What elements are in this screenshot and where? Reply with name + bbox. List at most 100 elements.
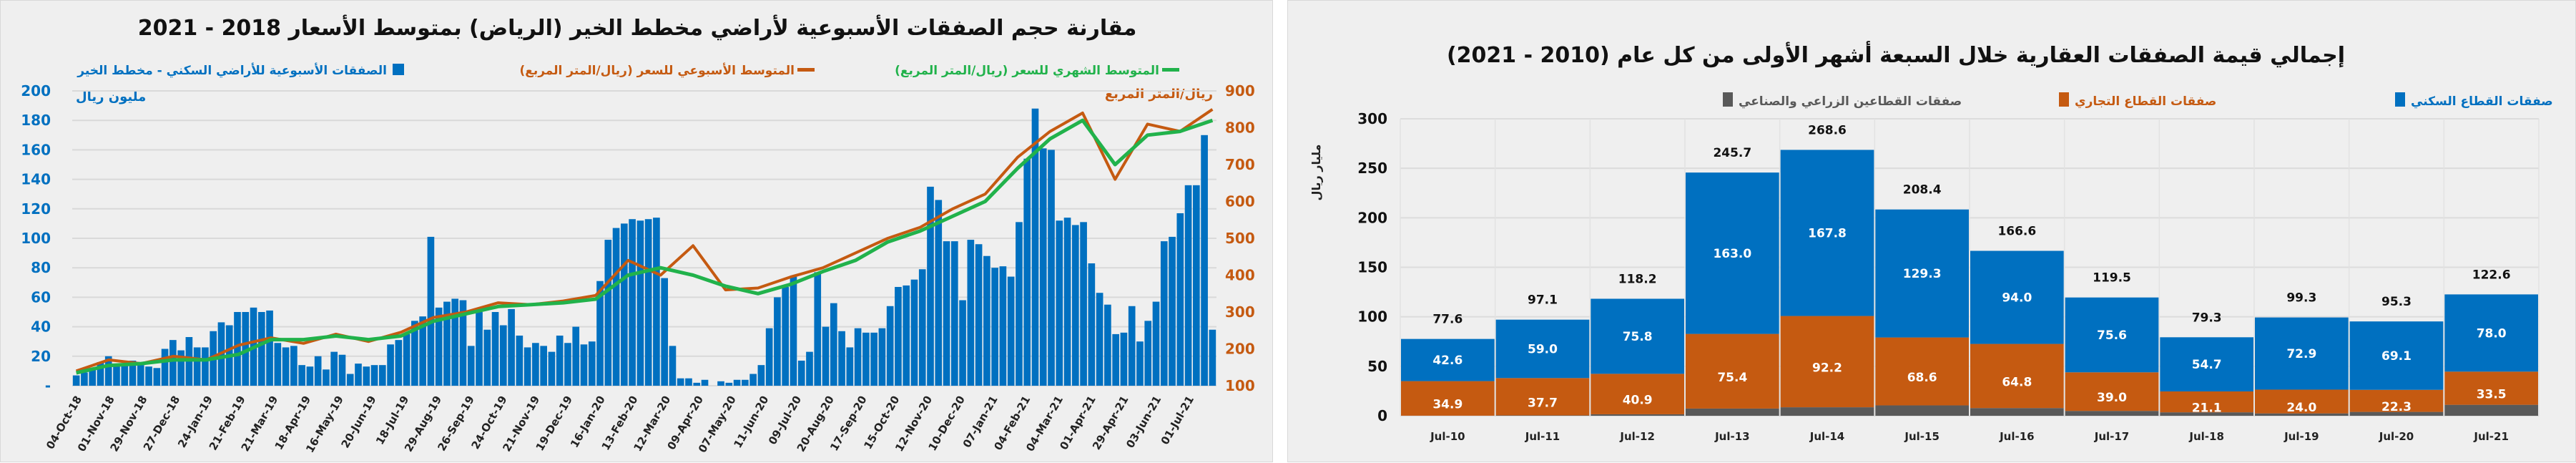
weekly-deal-bar	[532, 343, 539, 386]
left-tick-label: 100	[21, 230, 51, 247]
weekly-deal-bar	[951, 241, 958, 386]
weekly-deal-bar	[540, 346, 547, 386]
right-tick-label: 600	[1225, 193, 1255, 210]
weekly-deal-bar	[645, 219, 652, 386]
legend-label: صفقات القطاعين الزراعي والصناعي	[1739, 94, 1962, 109]
weekly-deal-bar	[162, 349, 169, 386]
weekly-deal-bar	[113, 365, 120, 386]
weekly-deal-bar	[774, 297, 781, 386]
x-tick-label: Jul-12	[1619, 430, 1655, 443]
weekly-deal-bar	[355, 364, 362, 386]
weekly-deal-bar	[274, 343, 281, 386]
weekly-deal-bar	[734, 380, 741, 386]
weekly-deal-bar	[81, 372, 88, 386]
x-tick-label: Jul-15	[1904, 430, 1940, 443]
annual-deals-chart: إجمالي قيمة الصفقات العقارية خلال السبعة…	[1287, 0, 2576, 462]
right-tick-label: 200	[1225, 341, 1255, 358]
weekly-deal-bar	[830, 303, 837, 386]
weekly-deal-bar	[838, 331, 845, 386]
segment-value-label: 75.4	[1717, 371, 1747, 385]
weekly-deal-bar	[919, 269, 926, 386]
segment-value-label: 92.2	[1812, 361, 1842, 375]
weekly-deal-bar	[661, 278, 668, 386]
segment-value-label: 129.3	[1903, 267, 1942, 281]
weekly-deal-bar	[1209, 330, 1216, 386]
weekly-deal-bar	[822, 327, 830, 386]
right-tick-label: 900	[1225, 82, 1255, 99]
weekly-deal-bar	[766, 328, 773, 386]
weekly-deal-bar	[879, 328, 886, 386]
x-tick-label: Jul-20	[2379, 430, 2414, 443]
legend-label: صفقات القطاع التجاري	[2075, 94, 2216, 109]
weekly-deal-bar	[169, 340, 177, 386]
weekly-deal-bar	[564, 343, 571, 386]
stacked-bar-segment	[1591, 414, 1684, 416]
right-tick-label: 100	[1225, 377, 1255, 394]
segment-value-label: 78.0	[2477, 326, 2507, 341]
weekly-deal-bar	[1193, 185, 1200, 386]
weekly-deal-bar	[637, 220, 644, 386]
weekly-deal-bar	[1040, 148, 1047, 386]
weekly-deal-bar	[806, 352, 813, 386]
stacked-bar-segment	[2065, 411, 2159, 416]
weekly-deal-bar	[1008, 277, 1015, 386]
weekly-deal-bar	[1072, 225, 1079, 386]
weekly-deal-bar	[717, 381, 724, 386]
weekly-deal-bar	[782, 287, 789, 386]
weekly-deal-bar	[1064, 218, 1071, 386]
x-tick-label: Jul-17	[2094, 430, 2130, 443]
legend-swatch	[797, 68, 815, 72]
segment-value-label: 22.3	[2381, 400, 2412, 414]
left-tick-label: 140	[21, 171, 51, 188]
legend-swatch	[1162, 68, 1179, 72]
weekly-deal-bar	[572, 327, 579, 386]
segment-value-label: 64.8	[2002, 375, 2032, 389]
x-tick-label: Jul-11	[1525, 430, 1560, 443]
total-value-label: 79.3	[2192, 311, 2222, 325]
weekly-deal-bar	[234, 312, 241, 386]
weekly-deal-bar	[581, 344, 588, 386]
segment-value-label: 42.6	[1432, 354, 1462, 368]
weekly-deal-bar	[145, 366, 152, 386]
chart-title: إجمالي قيمة الصفقات العقارية خلال السبعة…	[1447, 41, 2345, 68]
annual-deals-chart-svg: إجمالي قيمة الصفقات العقارية خلال السبعة…	[1288, 1, 2576, 463]
x-tick-label: Jul-10	[1430, 430, 1465, 443]
segment-value-label: 94.0	[2002, 291, 2032, 306]
segment-value-label: 33.5	[2477, 387, 2507, 401]
weekly-deal-bar	[758, 365, 765, 386]
y-tick-label: 300	[1357, 110, 1387, 127]
weekly-deal-bar	[508, 309, 515, 386]
segment-value-label: 75.6	[2097, 328, 2127, 343]
x-tick-label: 09-Jul-20	[766, 394, 804, 447]
legend-swatch	[2395, 92, 2405, 107]
weekly-deal-bar	[1016, 222, 1023, 386]
right-axis-label: ريال/المتر المربع	[1105, 87, 1213, 102]
weekly-deal-bar	[330, 352, 338, 386]
weekly-deal-bar	[870, 333, 877, 386]
weekly-deal-bar	[1176, 213, 1184, 386]
stacked-bar-segment	[2444, 405, 2538, 416]
segment-value-label: 39.0	[2097, 391, 2127, 405]
weekly-deal-bar	[589, 341, 596, 386]
left-tick-label: 160	[21, 141, 51, 158]
right-tick-label: 500	[1225, 230, 1255, 247]
y-tick-label: 250	[1357, 160, 1387, 177]
weekly-deal-bar	[1121, 333, 1128, 386]
weekly-deal-bar	[379, 365, 386, 386]
weekly-deal-bar	[387, 344, 394, 386]
weekly-deal-bar	[556, 336, 564, 386]
weekly-deals-chart-svg: مقارنة حجم الصفقات الأسبوعية لأراضي مخطط…	[1, 1, 1274, 463]
x-tick-label: 18-Jul-19	[373, 394, 411, 447]
weekly-deal-bar	[629, 219, 636, 386]
weekly-deal-bar	[725, 383, 732, 386]
left-tick-label: 20	[31, 348, 51, 365]
weekly-deal-bar	[451, 298, 458, 386]
y-axis-label: مليار ريال	[1309, 145, 1323, 201]
weekly-deal-bar	[492, 312, 499, 386]
left-tick-label: 80	[31, 259, 51, 276]
weekly-deal-bar	[798, 361, 805, 386]
weekly-deal-bar	[290, 346, 298, 386]
weekly-deal-bar	[991, 268, 998, 386]
total-value-label: 268.6	[1808, 123, 1847, 137]
legend-label: المتوسط الشهري للسعر (ريال/المتر المربع)	[895, 64, 1159, 78]
